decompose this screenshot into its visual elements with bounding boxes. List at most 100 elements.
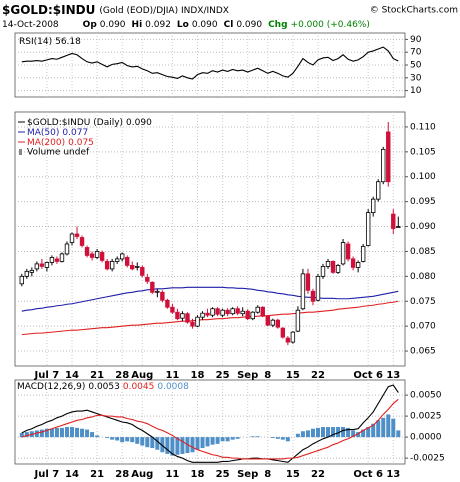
y-tick-label: 0.070 bbox=[410, 322, 436, 332]
histogram-bar bbox=[135, 437, 140, 444]
histogram-bar bbox=[280, 437, 285, 440]
x-tick-label: 13 bbox=[386, 370, 400, 381]
candle-body bbox=[19, 275, 24, 285]
histogram-bar bbox=[39, 429, 44, 438]
legend-entry: Volume undef bbox=[27, 148, 90, 158]
histogram-bar bbox=[180, 437, 185, 454]
histogram-bar bbox=[90, 432, 95, 438]
y-tick-label: 0.0025 bbox=[410, 412, 442, 422]
x-tick-label: 11 bbox=[165, 469, 179, 480]
histogram-bar bbox=[376, 420, 381, 438]
candle-body bbox=[29, 269, 35, 273]
histogram-bar bbox=[356, 432, 361, 438]
histogram-bar bbox=[70, 427, 74, 438]
histogram-bar bbox=[160, 437, 165, 453]
histogram-bar bbox=[270, 437, 275, 438]
histogram-bar bbox=[195, 437, 200, 450]
candle-body bbox=[49, 257, 55, 263]
y-tick-label: 0.065 bbox=[410, 347, 436, 357]
legend-entry: RSI(14) 56.18 bbox=[19, 37, 81, 47]
candle-body bbox=[59, 253, 65, 262]
candle-body bbox=[135, 265, 140, 268]
legend-text: $GOLD:$INDU (Daily) bbox=[27, 118, 123, 128]
x-tick-label: Jul 7 bbox=[34, 469, 60, 480]
candle-body bbox=[44, 262, 50, 268]
histogram-bar bbox=[225, 437, 230, 442]
candle-body bbox=[315, 275, 321, 301]
quote-label: Chg bbox=[268, 20, 287, 30]
candle-body bbox=[195, 316, 200, 327]
candle-body bbox=[275, 319, 281, 328]
histogram-bar bbox=[115, 437, 120, 441]
series-line bbox=[21, 384, 399, 463]
candle-body bbox=[225, 309, 230, 315]
y-tick-label: 0.080 bbox=[410, 272, 436, 282]
y-tick-label: 10 bbox=[410, 86, 422, 96]
histogram-bar bbox=[59, 427, 64, 438]
x-tick-label: 21 bbox=[90, 370, 104, 381]
candle-body bbox=[200, 312, 205, 318]
candle-body bbox=[109, 261, 115, 270]
histogram-bar bbox=[44, 428, 49, 438]
candle-body bbox=[391, 213, 396, 229]
histogram-bar bbox=[361, 429, 366, 438]
histogram-bar bbox=[215, 437, 220, 444]
candle-body bbox=[104, 261, 110, 270]
x-tick-label: 22 bbox=[311, 469, 325, 480]
histogram-bar bbox=[396, 430, 401, 438]
quote-label: Lo bbox=[177, 20, 189, 30]
candle-body bbox=[84, 247, 90, 256]
candle-body bbox=[230, 308, 235, 315]
histogram-bar bbox=[165, 437, 170, 454]
candle-body bbox=[370, 198, 376, 214]
candle-body bbox=[340, 242, 346, 265]
x-tick-label: Aug bbox=[131, 469, 153, 480]
histogram-bar bbox=[190, 437, 195, 453]
candle-body bbox=[150, 281, 155, 293]
series-line bbox=[21, 398, 399, 460]
y-tick-label: 0.110 bbox=[410, 122, 436, 132]
x-tick-label: 11 bbox=[165, 370, 179, 381]
quote-value: +0.000 (+0.46%) bbox=[291, 20, 370, 30]
panel-frame bbox=[14, 379, 406, 465]
candle-body bbox=[260, 306, 265, 317]
candle-body bbox=[320, 265, 326, 277]
quote-line: 14-Oct-2008 Op 0.090 Hi 0.092 Lo 0.090 Cl 0.090 C… bbox=[2, 20, 370, 30]
legend-entry: MA(50) 0.077 bbox=[27, 128, 88, 138]
histogram-bar bbox=[105, 437, 110, 438]
candle-body bbox=[160, 291, 165, 301]
x-tick-label: 14 bbox=[65, 469, 79, 480]
y-tick-label: 50 bbox=[410, 61, 422, 71]
quote-label: Op bbox=[83, 20, 98, 30]
histogram-bar bbox=[315, 427, 320, 438]
x-tick-label: Jul 7 bbox=[34, 370, 60, 381]
x-tick-label: 21 bbox=[90, 469, 104, 480]
histogram-bar bbox=[210, 437, 215, 445]
candle-body bbox=[175, 311, 180, 320]
y-tick-label: 70 bbox=[410, 48, 422, 58]
candle-body bbox=[330, 261, 336, 273]
candle-body bbox=[145, 276, 150, 282]
y-tick-label: 0.0000 bbox=[410, 433, 442, 443]
histogram-bar bbox=[85, 429, 90, 438]
candle-body bbox=[125, 257, 130, 266]
candle-body bbox=[265, 315, 270, 326]
candle-body bbox=[325, 261, 331, 267]
candle-body bbox=[39, 263, 45, 267]
x-tick-label: Aug bbox=[131, 370, 153, 381]
candle-body bbox=[345, 243, 351, 260]
histogram-bar bbox=[64, 427, 69, 438]
histogram-bar bbox=[341, 427, 346, 438]
description: (Gold (EOD)/DJIA) INDX/INDX bbox=[99, 6, 229, 16]
y-tick-label: 0.085 bbox=[410, 247, 436, 257]
y-tick-label: 0.100 bbox=[410, 172, 436, 182]
x-tick-label: 8 bbox=[264, 370, 271, 381]
histogram-bar bbox=[120, 437, 125, 443]
histogram-bar bbox=[295, 433, 300, 438]
candle-body bbox=[386, 131, 391, 183]
candle-body bbox=[130, 264, 135, 270]
candle-body bbox=[64, 243, 70, 255]
candle-body bbox=[360, 246, 366, 262]
quote-label: Cl bbox=[224, 20, 234, 30]
legend-swatch bbox=[19, 149, 22, 155]
